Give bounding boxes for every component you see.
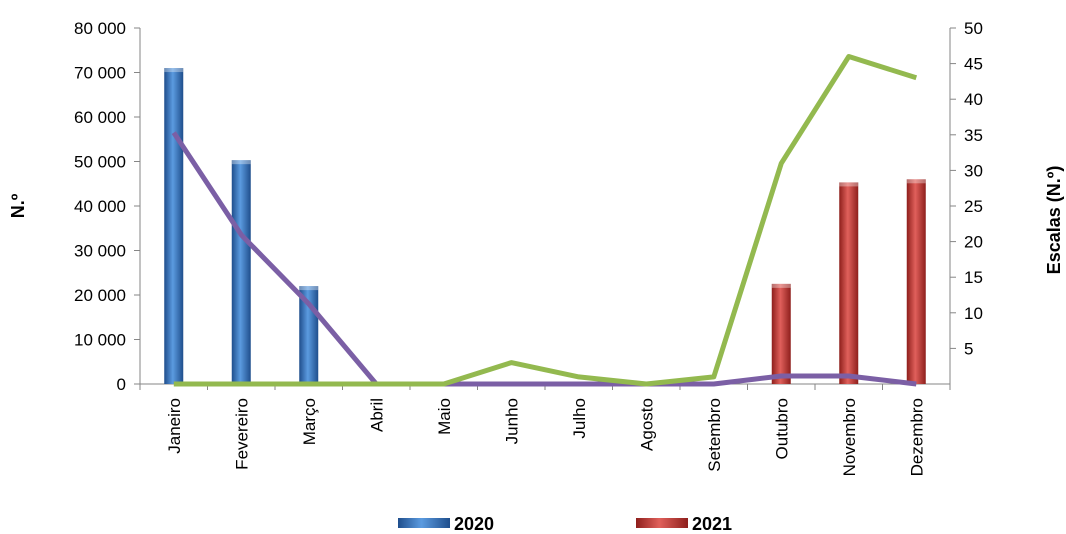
tick-labels: 0 10 000 20 000 30 000 40 000 50 000 60 000 70 … — [74, 19, 983, 476]
y2-tick-label: 5 — [964, 339, 973, 358]
bar-highlight — [164, 68, 184, 73]
bar-2021 — [839, 182, 859, 384]
legend-swatch-2020 — [398, 518, 450, 528]
y-tick-label: 60 000 — [74, 108, 126, 127]
y2-axis-title: Escalas (N.º) — [1044, 166, 1064, 275]
y2-tick-label: 35 — [964, 126, 983, 145]
y2-tick-label: 45 — [964, 55, 983, 74]
y-tick-label: 40 000 — [74, 197, 126, 216]
y2-tick-label: 20 — [964, 233, 983, 252]
bar-highlight — [839, 182, 859, 187]
x-tick-label: Agosto — [637, 398, 656, 451]
x-tick-label: Julho — [570, 398, 589, 439]
bar-2021 — [771, 283, 791, 384]
legend: 2020 2021 — [398, 514, 732, 534]
bar-highlight — [299, 286, 319, 291]
legend-label-2020: 2020 — [454, 514, 494, 534]
y2-tick-label: 15 — [964, 268, 983, 287]
bar-2020 — [164, 68, 184, 385]
y2-tick-label: 40 — [964, 90, 983, 109]
y-tick-label: 50 000 — [74, 153, 126, 172]
x-tick-label: Abril — [367, 398, 386, 432]
y2-tick-label: 10 — [964, 304, 983, 323]
y2-tick-label: 50 — [964, 19, 983, 38]
x-tick-label: Outubro — [772, 398, 791, 459]
x-tick-label: Março — [300, 398, 319, 445]
x-tick-label: Fevereiro — [232, 398, 251, 470]
bar-2021 — [906, 179, 926, 384]
line-series-1 — [171, 131, 917, 387]
bar-highlight — [231, 160, 251, 165]
line-series-2 — [173, 54, 918, 387]
bar-2020 — [231, 160, 251, 384]
y-tick-label: 10 000 — [74, 331, 126, 350]
x-tick-label: Janeiro — [165, 398, 184, 454]
x-tick-label: Maio — [435, 398, 454, 435]
lines — [171, 54, 918, 387]
y-tick-label: 20 000 — [74, 286, 126, 305]
y-tick-label: 70 000 — [74, 64, 126, 83]
x-tick-label: Dezembro — [907, 398, 926, 476]
x-tick-label: Junho — [502, 398, 521, 444]
y-tick-label: 0 — [117, 375, 126, 394]
y2-tick-label: 30 — [964, 161, 983, 180]
bar-highlight — [771, 283, 791, 288]
bar-highlight — [906, 179, 926, 184]
legend-label-2021: 2021 — [692, 514, 732, 534]
x-tick-label: Setembro — [705, 398, 724, 472]
y-tick-label: 80 000 — [74, 19, 126, 38]
legend-swatch-2021 — [636, 518, 688, 528]
x-tick-label: Novembro — [840, 398, 859, 476]
y2-tick-label: 25 — [964, 197, 983, 216]
y-axis-title: N.º — [8, 193, 28, 218]
bars — [164, 68, 926, 385]
y-tick-label: 30 000 — [74, 242, 126, 261]
